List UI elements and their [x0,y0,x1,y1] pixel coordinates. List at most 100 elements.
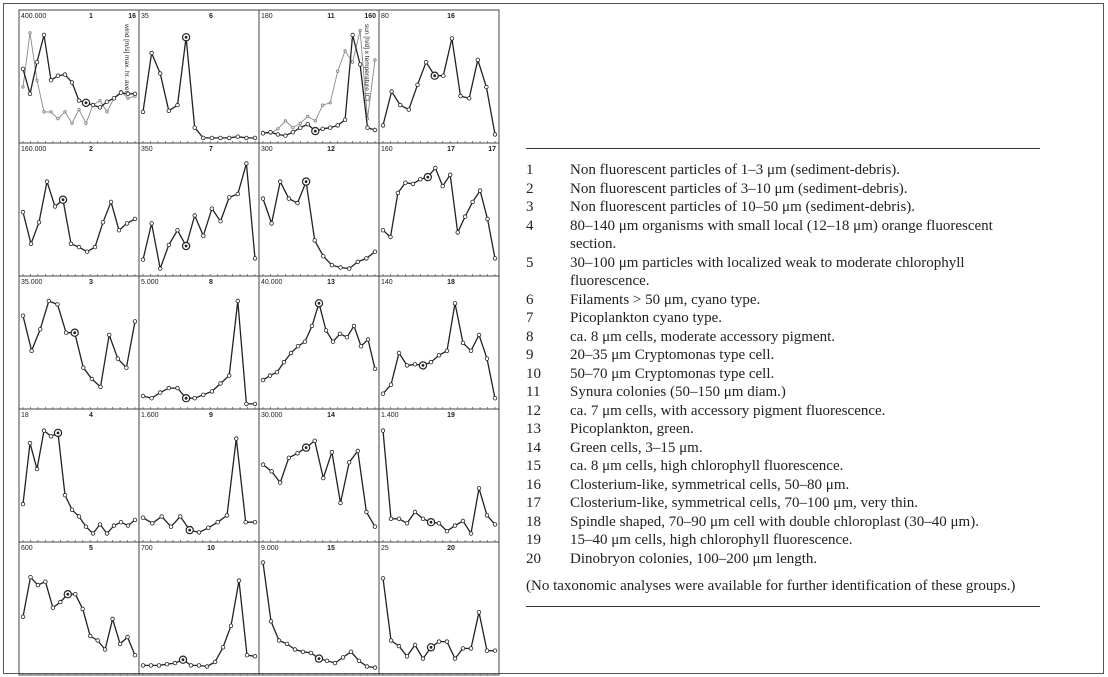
panel-series-point [192,213,197,218]
panel-ymax-label: 400.000 [21,13,46,20]
legend-top-rule [526,148,1040,149]
panel-series-point [380,391,386,396]
panel-secondary-point [350,60,355,64]
panel-series-point [104,531,110,536]
panel-series-point [468,348,474,353]
panel-series-point [404,363,410,368]
panel-series-point [178,514,183,519]
panel-series-point [460,646,466,651]
panel-series-point [102,647,108,652]
panel-series-line [142,300,255,405]
legend-entry-text: Filaments > 50 μm, cyano type. [570,291,761,308]
panel-series-point [115,356,120,361]
panel-secondary-point [313,119,317,123]
panel-series-point [28,575,33,580]
legend-entry: 15 ca. 8 μm cells, high chlorophyll fluor… [526,457,1040,476]
panel-series-point [140,109,146,115]
legend-entry: 19 15–40 μm cells, high chlorophyll fluor… [526,531,1040,550]
panel-series-point [351,323,357,329]
legend-entry-number: 6 [526,291,534,308]
panel-series-point [452,656,458,661]
panel-frame-1 [18,9,140,144]
panel-number: 14 [327,412,335,419]
panel-ymax-label: 30.000 [261,412,283,419]
panel-series-point [148,663,154,668]
panel-series-point [28,241,34,246]
panel-ymax-label: 180 [261,13,273,20]
panel-series-point [484,356,490,361]
panel-series-point [380,428,386,433]
panel-series-point [92,244,98,250]
panel-series-point [323,328,329,333]
panel-series-point [462,214,468,219]
panel-right-label: 16 [128,13,136,20]
panel-series-point [340,655,346,660]
panel-series-point [100,220,106,225]
panel-series-point [196,663,202,668]
panel-series-point [312,438,317,443]
panel-series-point [172,660,178,666]
legend-entry: 11 Synura colonies (50–150 μm diam.) [526,383,1040,402]
panel-series-point [295,200,300,206]
legend-entry: 3 Non fluorescent particles of 10–50 μm (… [526,198,1040,217]
panel-series-point [90,531,96,536]
panel-series-point [41,428,47,433]
panel-ymax-label: 160 [381,146,393,153]
legend-entry: 17 Closterium-like, symmetrical cells, 70… [526,494,1040,513]
legend-entry-text: ca. 7 μm cells, with accessory pigment f… [570,402,886,419]
legend-entry: 13 Picoplankton, green. [526,420,1040,439]
panel-series-point [365,337,371,342]
panel-series-point [476,332,482,338]
panel-series-point [364,664,370,669]
panel-series-point [48,434,54,439]
panel-series-point [117,641,123,647]
panel-series-point [87,633,93,639]
panel-secondary-point [84,121,88,125]
legend-entry-number: 16 [526,476,541,493]
panel-series-point [76,514,82,519]
panel-ymax-label: 140 [381,279,393,286]
panel-highlight-center [317,301,321,305]
panel-series-line [262,179,376,270]
legend-entry: 14 Green cells, 3–15 μm. [526,439,1040,458]
legend-entry-text: 30–100 μm particles with localized weak … [570,254,965,290]
panel-series-point [278,179,283,184]
panel-series-point [428,359,434,365]
panel-series-point [192,125,197,130]
panel-highlight-center [188,528,192,532]
legend-entry-text: Green cells, 3–15 μm. [570,439,703,456]
panel-frame-6 [138,9,260,144]
legend-entry-number: 7 [526,310,534,326]
panel-series-point [321,254,326,259]
legend-entry: 8 ca. 8 μm cells, moderate accessory pigm… [526,328,1040,347]
legend-entry-text: Spindle shaped, 70–90 μm cell with doubl… [570,513,979,530]
legend-entry-text: Non fluorescent particles of 10–50 μm (s… [570,199,916,215]
panel-series-point [95,638,100,643]
panel-secondary-point [56,117,60,121]
panel-series-point [418,177,423,182]
legend: 1 Non fluorescent particles of 1–3 μm (se… [526,148,1040,607]
panel-series-point [116,227,122,233]
panel-series-point [27,91,33,96]
panel-series-point [436,353,442,358]
legend-entry-number: 19 [526,532,541,548]
panel-right-label: 160 [364,13,376,20]
panel-series-point [209,389,215,394]
panel-series-point [104,99,110,104]
panel-series-point [286,455,291,460]
panel-series-point [209,206,215,211]
panel-frame-13 [258,275,380,410]
panel-series-point [388,516,394,521]
panel-series-point [492,522,498,527]
legend-entry-number: 3 [526,199,534,215]
panel-series-point [335,123,340,128]
panel-number: 19 [447,412,455,419]
panel-secondary-point [373,58,377,62]
panel-series-point [166,385,171,391]
panel-series-point [275,132,281,137]
panel-series-point [342,117,348,122]
panel-highlight-center [184,35,188,39]
panel-highlight-center [433,74,437,78]
panel-series-point [412,362,418,367]
panel-series-point [380,123,386,128]
